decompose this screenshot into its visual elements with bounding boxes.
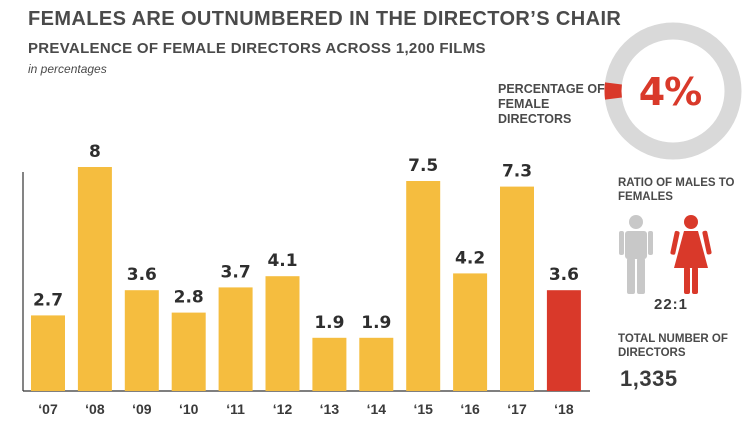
data-label: 3.6 bbox=[549, 265, 579, 285]
x-tick-label: ‘13 bbox=[320, 401, 340, 417]
data-label: 7.5 bbox=[408, 156, 438, 176]
total-directors-value: 1,335 bbox=[620, 366, 678, 391]
percentage-donut bbox=[604, 22, 742, 160]
bar bbox=[124, 290, 159, 391]
bar bbox=[312, 337, 347, 391]
x-tick-label: ‘18 bbox=[554, 401, 574, 417]
page-title: FEMALES ARE OUTNUMBERED IN THE DIRECTOR’… bbox=[28, 8, 622, 30]
data-label: 7.3 bbox=[502, 162, 532, 182]
bar bbox=[31, 315, 65, 391]
data-label: 2.8 bbox=[174, 288, 204, 308]
x-tick-label: ‘08 bbox=[85, 401, 105, 417]
donut-fill bbox=[604, 22, 742, 160]
ratio-label: RATIO OF MALES TO FEMALES bbox=[618, 177, 735, 203]
x-tick-label: ‘17 bbox=[507, 401, 527, 417]
x-tick-label: ‘09 bbox=[132, 401, 152, 417]
x-tick-label: ‘11 bbox=[226, 401, 245, 417]
bar bbox=[265, 276, 300, 391]
x-tick-label: ‘16 bbox=[460, 401, 480, 417]
bar bbox=[546, 290, 581, 391]
chart-subtitle: PREVALENCE OF FEMALE DIRECTORS ACROSS 1,… bbox=[28, 40, 486, 57]
bar bbox=[218, 287, 253, 391]
x-tick-label: ‘15 bbox=[413, 401, 433, 417]
x-tick-label: ‘07 bbox=[38, 401, 58, 417]
total-directors-label: TOTAL NUMBER OF DIRECTORS bbox=[618, 333, 728, 359]
female-person-icon bbox=[670, 215, 712, 294]
bar-chart: 2.7 ‘07 8 ‘08 3.6 ‘09 2.8 ‘10 3.7 ‘11 4.1 ‘12 1.9 ‘13… bbox=[22, 142, 590, 417]
data-label: 1.9 bbox=[361, 313, 391, 333]
male-person-icon bbox=[619, 215, 653, 294]
x-tick-label: ‘14 bbox=[367, 401, 387, 417]
x-tick-label: ‘12 bbox=[273, 401, 293, 417]
data-label: 1.9 bbox=[314, 313, 344, 333]
bar bbox=[359, 337, 394, 391]
data-label: 2.7 bbox=[33, 290, 63, 310]
data-label: 4.2 bbox=[455, 248, 485, 268]
ratio-icons bbox=[619, 215, 712, 294]
bar bbox=[77, 167, 112, 391]
percentage-value: 4% bbox=[638, 70, 703, 114]
data-label: 3.6 bbox=[127, 265, 157, 285]
x-tick-label: ‘10 bbox=[179, 401, 199, 417]
data-label: 4.1 bbox=[267, 251, 297, 271]
ratio-value: 22:1 bbox=[653, 296, 689, 313]
data-label: 3.7 bbox=[221, 262, 251, 282]
percentage-label: PERCENTAGE OF FEMALE DIRECTORS bbox=[498, 82, 605, 126]
bar bbox=[171, 312, 206, 391]
bar bbox=[453, 273, 488, 391]
data-label: 8 bbox=[89, 142, 101, 162]
unit-label: in percentages bbox=[28, 62, 107, 76]
bar bbox=[500, 186, 534, 391]
bar bbox=[406, 181, 441, 391]
